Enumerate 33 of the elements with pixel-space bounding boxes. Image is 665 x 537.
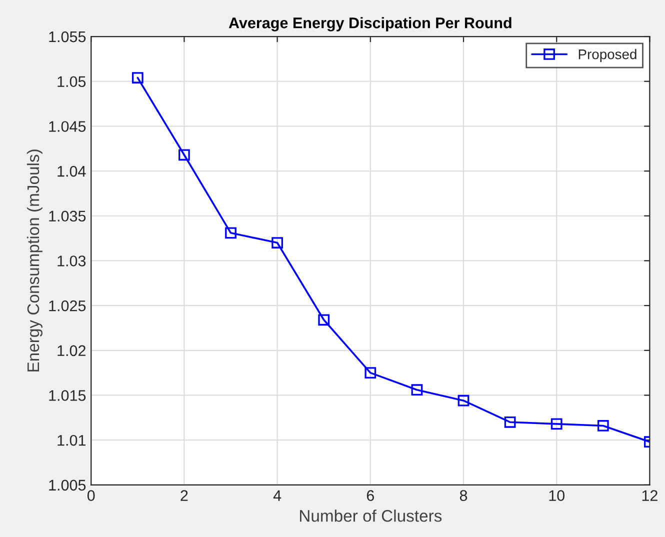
x-tick-label: 12 (642, 490, 658, 501)
point (550, 418, 562, 430)
legend-label: Proposed (578, 49, 636, 62)
x-tick-label: 8 (460, 490, 468, 501)
point (504, 416, 516, 428)
y-tick-label: 1.025 (49, 300, 86, 312)
point (178, 149, 190, 161)
point (225, 227, 236, 239)
y-axis-title: Energy Consumption (mJouls) (26, 150, 42, 372)
point (132, 72, 144, 84)
point (272, 237, 283, 248)
point (458, 394, 470, 406)
y-tick-label: 1.055 (49, 31, 86, 42)
x-tick-label: 10 (549, 490, 565, 501)
x-tick-label: 4 (273, 490, 282, 501)
x-axis-title: Number of Clusters (300, 510, 442, 522)
y-tick-label: 1.045 (49, 121, 86, 132)
point (411, 384, 423, 396)
y-tick-label: 1.05 (58, 76, 86, 88)
x-tick-label: 2 (180, 490, 188, 501)
x-tick-label: 6 (366, 490, 374, 501)
x-tick-label: 0 (87, 490, 95, 501)
point (597, 420, 609, 432)
chart-title: Average Energy Discipation Per Round (228, 17, 512, 32)
y-tick-label: 1.015 (49, 390, 86, 401)
y-tick-label: 1.04 (58, 166, 86, 177)
y-tick-label: 1.005 (49, 480, 86, 491)
y-tick-label: 1.035 (49, 210, 86, 222)
y-tick-label: 1.01 (58, 434, 86, 446)
point (364, 367, 376, 379)
point (318, 314, 330, 326)
y-tick-label: 1.02 (58, 345, 86, 356)
y-tick-label: 1.03 (58, 256, 86, 266)
